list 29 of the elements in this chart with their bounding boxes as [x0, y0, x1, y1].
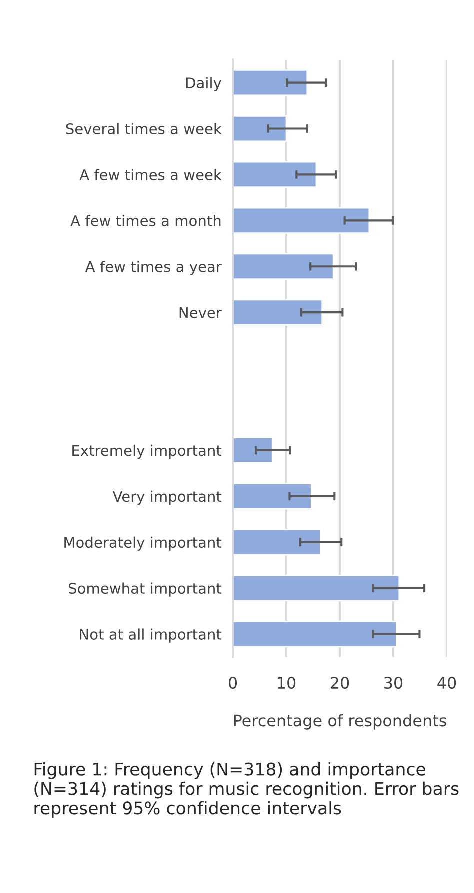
- bar: [233, 574, 400, 602]
- x-tick-label: 40: [438, 676, 456, 690]
- bar: [233, 253, 334, 280]
- y-tick-label: Extremely important: [72, 444, 222, 460]
- bar: [233, 207, 370, 234]
- y-tick-label: A few times a week: [80, 169, 222, 180]
- y-tick-label: Daily: [186, 77, 222, 92]
- x-axis-title: Percentage of respondents: [234, 714, 446, 730]
- x-tick-label: 20: [331, 676, 350, 690]
- bar: [233, 483, 312, 510]
- bar: [233, 437, 274, 464]
- y-tick-label: Somewhat important: [69, 582, 222, 597]
- x-tick-label: 30: [384, 676, 403, 690]
- y-tick-label: Several times a week: [66, 123, 222, 135]
- y-tick-label: A few times a month: [70, 215, 221, 226]
- bar: [233, 529, 322, 556]
- x-tick-label: 0: [228, 676, 238, 690]
- bar: [233, 69, 308, 96]
- bar: [233, 299, 324, 326]
- bar: [233, 115, 288, 142]
- y-tick-label: Very important: [112, 490, 222, 505]
- y-tick-label: A few times a year: [85, 261, 222, 276]
- caption: Figure 1: Frequency (N=318) and importance (N=314) ratings for music recognition. Error bars represent 95% confidence intervals: [34, 762, 459, 818]
- x-tick-label: 10: [278, 676, 296, 690]
- y-tick-label: Never: [180, 307, 222, 318]
- y-tick-label: Not at all important: [80, 628, 222, 643]
- bar: [233, 161, 318, 188]
- bar: [233, 620, 398, 648]
- y-tick-label: Moderately important: [64, 536, 222, 551]
